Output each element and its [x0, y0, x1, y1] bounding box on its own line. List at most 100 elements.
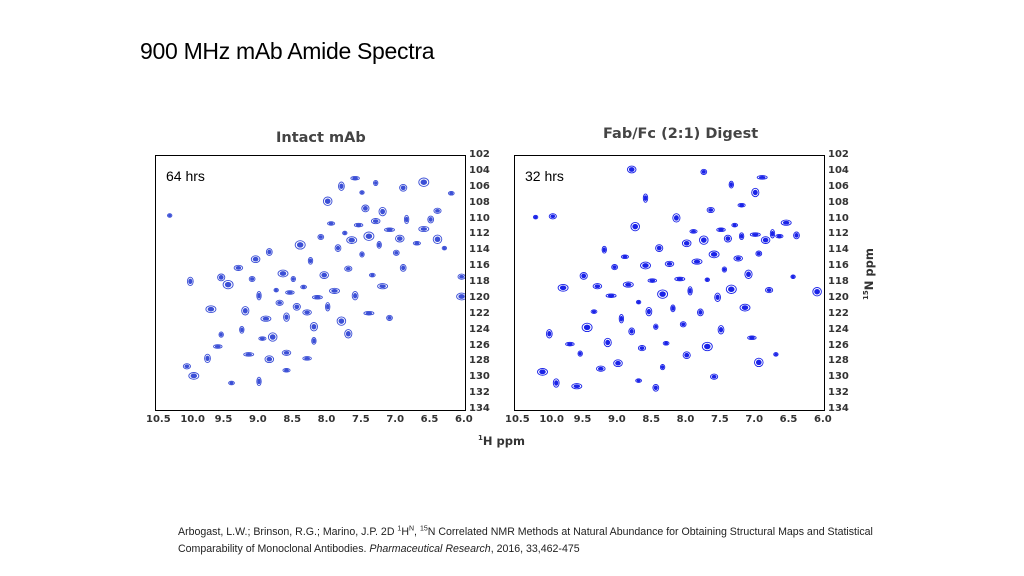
y-tick-label: 118: [828, 276, 849, 287]
peak-contour: [273, 287, 279, 293]
peak: [256, 291, 262, 301]
peak-contour: [399, 183, 408, 192]
peak: [373, 179, 379, 187]
peak: [708, 250, 720, 259]
peak-contour: [281, 349, 292, 356]
peak: [664, 260, 675, 267]
y-tick-label: 134: [828, 403, 849, 414]
peak-contour: [539, 369, 546, 375]
peak-contour: [235, 266, 242, 270]
peak: [545, 329, 553, 339]
peak-contour: [744, 269, 753, 279]
peak-contour: [639, 346, 645, 350]
peak-contour: [432, 234, 443, 244]
peak-contour: [400, 185, 406, 191]
peak-contour: [737, 202, 746, 208]
peak-contour: [602, 247, 606, 253]
peak-contour: [361, 204, 370, 213]
peak-contour: [204, 353, 211, 364]
peak: [395, 234, 405, 243]
peak-contour: [348, 237, 355, 243]
peak-contour: [351, 291, 359, 301]
peak-contour: [239, 325, 245, 334]
y-tick-label: 116: [469, 260, 490, 272]
peak-contour: [739, 233, 744, 239]
peak-contour: [350, 175, 360, 181]
peak-contour: [282, 368, 291, 373]
y-tick-label: 112: [469, 228, 490, 240]
peak: [765, 287, 774, 294]
peak: [716, 227, 726, 233]
peak-contour: [752, 189, 758, 196]
peak-contour: [689, 229, 698, 234]
peak-contour: [399, 264, 407, 272]
peak-contour: [601, 245, 607, 254]
peak-contour: [653, 323, 659, 330]
peak-contour: [188, 372, 200, 380]
peak-contour: [205, 355, 210, 362]
peak: [282, 368, 291, 373]
peak-contour: [659, 364, 666, 371]
peak-contour: [698, 310, 703, 315]
peak-contour: [643, 195, 648, 201]
peak-contour: [794, 233, 799, 238]
peak-contour: [749, 336, 755, 340]
peak-contour: [449, 191, 454, 195]
x-tick-label: 8.0: [676, 414, 695, 425]
peak-contour: [765, 287, 774, 294]
peak-contour: [628, 327, 636, 336]
peak: [228, 380, 235, 386]
y-tick-label: 110: [828, 212, 849, 224]
peak-contour: [773, 352, 779, 357]
peak: [756, 175, 768, 180]
peak-contour: [532, 214, 539, 220]
peak-contour: [168, 214, 172, 217]
peak: [721, 266, 728, 273]
peak: [342, 230, 348, 236]
peak-contour: [380, 208, 386, 215]
peak: [620, 254, 629, 260]
peak: [258, 336, 267, 341]
peak-contour: [339, 183, 344, 189]
peak-contour: [571, 383, 583, 390]
peak: [691, 258, 703, 265]
peak-contour: [565, 341, 575, 347]
peak-contour: [365, 311, 373, 315]
peak-contour: [266, 356, 273, 362]
peak: [731, 222, 739, 228]
peak-contour: [718, 327, 724, 333]
peak-contour: [309, 322, 318, 332]
peak-contour: [579, 272, 588, 280]
peak: [747, 335, 757, 341]
peak-contour: [769, 229, 776, 239]
peak: [622, 281, 634, 288]
peak-contour: [269, 334, 276, 340]
peak: [346, 236, 358, 244]
peak-contour: [301, 285, 306, 289]
peak: [336, 316, 347, 326]
y-axis-title: 10215N ppm: [862, 248, 876, 300]
peak: [642, 193, 649, 203]
peak-contour: [243, 352, 255, 357]
y-tick-label: 106: [469, 180, 490, 192]
peak-contour: [732, 223, 737, 227]
y-tick-label: 124: [469, 323, 490, 335]
intact-mab-spectrum: 64 hrs: [155, 155, 466, 411]
peak-contour: [619, 315, 624, 322]
peak-contour: [396, 236, 403, 241]
peak-contour: [284, 368, 289, 372]
peak-contour: [603, 337, 612, 348]
peak: [427, 215, 435, 224]
peak: [403, 214, 410, 225]
peak-contour: [615, 360, 621, 366]
peak-contour: [434, 236, 441, 243]
peak-contour: [704, 343, 711, 350]
panel-title-digest: Fab/Fc (2:1) Digest: [603, 126, 759, 142]
peak-contour: [747, 335, 757, 341]
peak: [275, 299, 284, 306]
peak-contour: [441, 245, 448, 251]
peak: [749, 232, 761, 237]
peak: [699, 235, 709, 245]
peak-contour: [224, 281, 232, 288]
peak-contour: [386, 314, 393, 321]
